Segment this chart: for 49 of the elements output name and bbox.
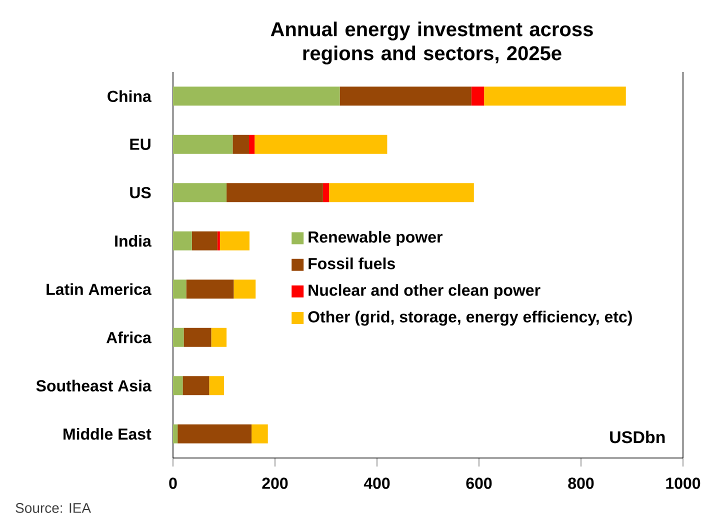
y-tick-label: US (130, 186, 151, 198)
x-tick-label: 800 (568, 478, 594, 489)
bar (322, 183, 330, 202)
bar (220, 231, 250, 250)
bar (471, 86, 484, 106)
legend-label: Fossil fuels (308, 258, 395, 270)
bar (209, 376, 224, 396)
bar (254, 134, 388, 154)
bar (329, 183, 474, 202)
legend-label: Other (grid, storage, energy efficiency, etc) (308, 310, 632, 326)
y-tick-label: EU (130, 138, 150, 150)
bar (173, 376, 183, 396)
bar (184, 328, 212, 347)
bar (192, 231, 218, 250)
bar (252, 424, 268, 444)
bar (248, 134, 255, 154)
bar (173, 183, 227, 202)
y-tick-label: India (115, 234, 152, 247)
bar (173, 424, 178, 444)
x-tick-label: 400 (364, 478, 390, 489)
annotation: USDbn (610, 430, 665, 444)
x-tick-label: 200 (262, 478, 288, 489)
bar (182, 376, 210, 396)
y-tick-label: China (108, 90, 152, 102)
x-tick-label: 600 (466, 478, 492, 489)
x-tick-label: 0 (169, 478, 177, 489)
x-tick-label: 1000 (666, 478, 700, 489)
y-tick-label: Middle East (64, 428, 152, 440)
y-tick-label: Latin America (46, 283, 152, 296)
legend-label: Renewable power (308, 230, 442, 246)
bar (186, 280, 234, 299)
source-note: Source: IEA (16, 503, 92, 513)
y-tick-label: Africa (106, 331, 152, 344)
legend-label: Nuclear and other clean power (308, 284, 540, 300)
bar (232, 134, 249, 154)
bar (340, 86, 472, 106)
bar (217, 231, 220, 250)
bar (173, 280, 186, 299)
bar (173, 231, 192, 250)
chart-title: Annual energy investment across regions and sectors, 2025e (270, 22, 593, 64)
bar (234, 280, 256, 299)
bar (173, 134, 233, 154)
bar (484, 86, 626, 106)
bar (178, 424, 252, 444)
bar (173, 328, 184, 347)
bar (211, 328, 227, 347)
bar (173, 86, 340, 106)
y-tick-label: Southeast Asia (36, 380, 152, 392)
bar (226, 183, 323, 202)
